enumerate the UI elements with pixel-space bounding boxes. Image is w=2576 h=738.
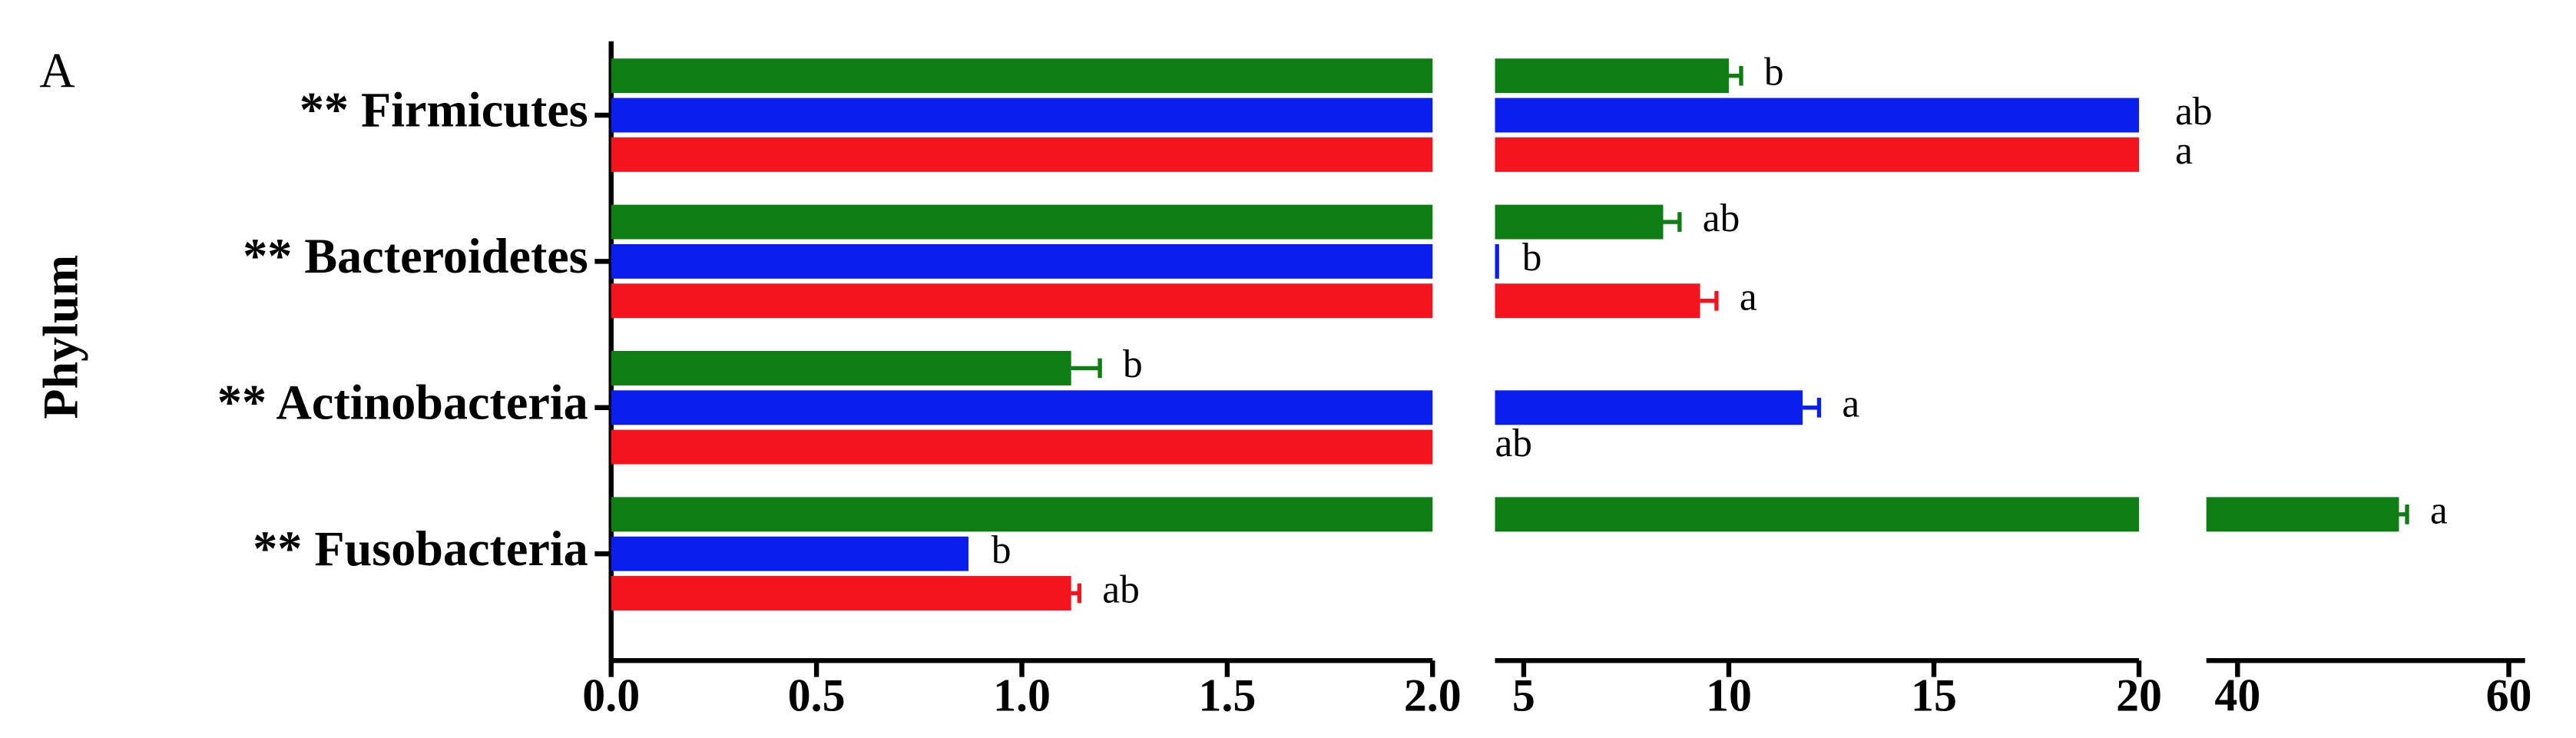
significance-letter: b (1522, 236, 1542, 280)
y-tick-label: ** Fusobacteria (253, 521, 588, 576)
significance-letter: ab (1102, 568, 1139, 611)
x-tick-label: 0.0 (582, 670, 640, 720)
significance-letter: ab (2175, 90, 2212, 134)
significance-letter: b (992, 528, 1012, 572)
bar (611, 536, 968, 571)
significance-letter: b (1123, 343, 1143, 386)
bar (611, 350, 1071, 386)
bar (611, 283, 1433, 319)
x-tick-label: 10 (1706, 670, 1752, 720)
x-tick-label: 20 (2116, 670, 2162, 720)
x-tick-label: 1.5 (1198, 670, 1256, 720)
bar (611, 497, 1433, 532)
bar (1495, 137, 2140, 172)
significance-letter: a (2175, 129, 2193, 173)
bar (611, 429, 1433, 465)
significance-letter: ab (1495, 422, 1532, 465)
bar (2206, 497, 2399, 532)
bar (1495, 98, 2140, 133)
significance-letter: a (2430, 489, 2448, 533)
bar (611, 58, 1433, 94)
bar (1495, 497, 2140, 532)
x-tick-label: 40 (2214, 670, 2260, 720)
x-tick-label: 5 (1512, 670, 1535, 720)
x-tick-label: 60 (2486, 670, 2532, 720)
bar (1495, 58, 1729, 94)
bar (611, 137, 1433, 172)
bar (611, 98, 1433, 133)
x-tick-label: 1.0 (993, 670, 1051, 720)
bar (611, 576, 1071, 611)
bar (1495, 204, 1664, 240)
x-tick-label: 15 (1911, 670, 1957, 720)
bar (611, 390, 1433, 425)
significance-letter: ab (1703, 197, 1740, 240)
bar (1495, 243, 1499, 279)
bar (611, 243, 1433, 279)
y-axis-title: Phylum (33, 255, 88, 419)
bar (611, 204, 1433, 240)
y-tick-label: ** Bacteroidetes (243, 229, 588, 283)
significance-letter: a (1740, 276, 1757, 319)
y-tick-label: ** Firmicutes (300, 83, 588, 137)
x-tick-label: 0.5 (788, 670, 846, 720)
significance-letter: b (1764, 50, 1784, 94)
x-tick-label: 2.0 (1404, 670, 1462, 720)
bar (1495, 390, 1803, 425)
y-tick-label: ** Actinobacteria (217, 375, 588, 429)
panel-label: A (39, 43, 74, 98)
significance-letter: a (1842, 382, 1859, 426)
bar (1495, 283, 1700, 319)
